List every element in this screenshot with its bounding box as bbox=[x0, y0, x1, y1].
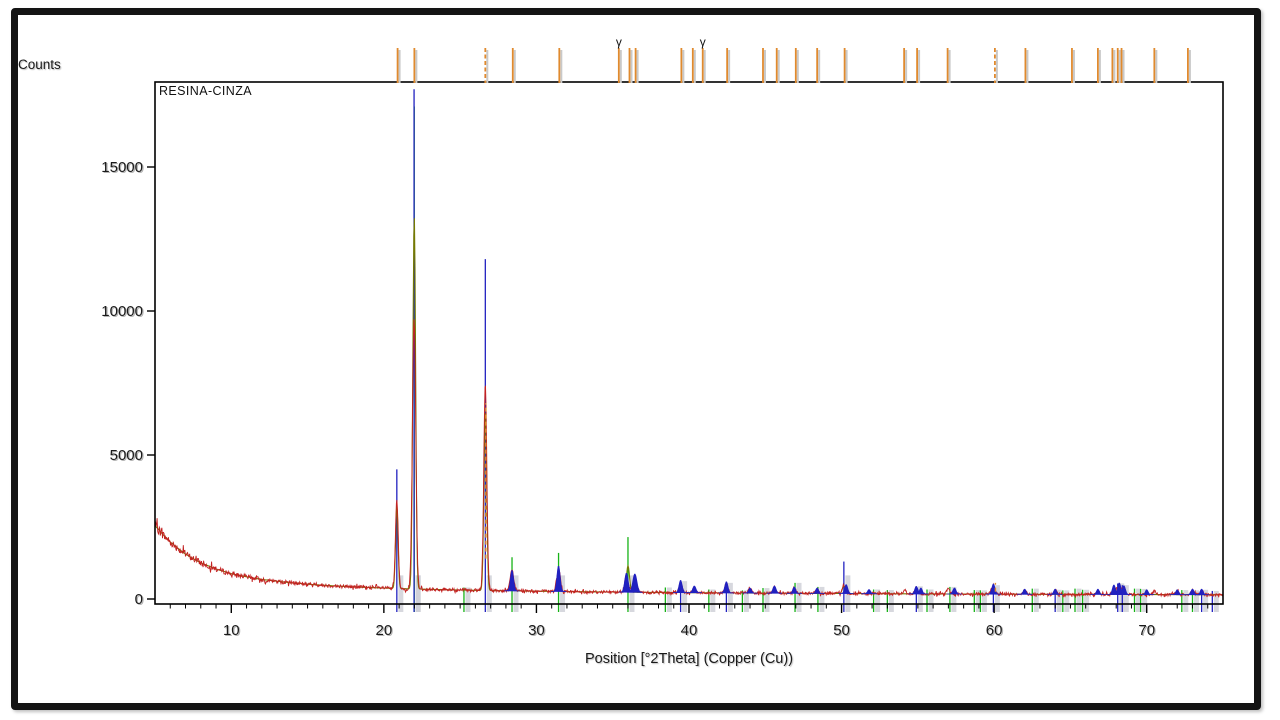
peak-marker-lines bbox=[485, 403, 997, 592]
x-axis-title: Position [°2Theta] (Copper (Cu)) bbox=[584, 651, 794, 667]
svg-text:30: 30 bbox=[529, 623, 546, 640]
svg-text:60: 60 bbox=[986, 622, 1003, 639]
svg-text:10000: 10000 bbox=[102, 304, 144, 321]
svg-text:40: 40 bbox=[681, 622, 698, 639]
svg-text:70: 70 bbox=[1140, 623, 1157, 640]
svg-text:5000: 5000 bbox=[111, 448, 144, 465]
blue-reference-pattern bbox=[396, 89, 1213, 612]
stick-shadows bbox=[398, 575, 1219, 612]
svg-text:40: 40 bbox=[682, 623, 699, 640]
svg-text:5000: 5000 bbox=[110, 447, 143, 464]
svg-text:50: 50 bbox=[833, 622, 850, 639]
svg-text:15000: 15000 bbox=[102, 160, 144, 177]
svg-text:15000: 15000 bbox=[101, 159, 143, 176]
svg-text:0: 0 bbox=[136, 592, 144, 609]
svg-text:50: 50 bbox=[834, 623, 851, 640]
svg-text:20: 20 bbox=[377, 623, 394, 640]
svg-text:70: 70 bbox=[1138, 622, 1155, 639]
scan-name-label: RESINA-CINZA bbox=[159, 84, 253, 98]
green-reference-pattern bbox=[413, 106, 1194, 612]
svg-text:20: 20 bbox=[376, 622, 393, 639]
plot-border bbox=[154, 81, 1224, 605]
svg-text:10: 10 bbox=[224, 623, 241, 640]
calculated-profile-trace bbox=[155, 218, 1223, 596]
axis-ticks bbox=[147, 166, 1209, 613]
svg-text:60: 60 bbox=[987, 623, 1004, 640]
svg-text:10000: 10000 bbox=[101, 303, 143, 320]
svg-text:30: 30 bbox=[528, 622, 545, 639]
blue-profile-peaks bbox=[504, 566, 1210, 596]
gamma-phase-marker: γ bbox=[616, 35, 622, 49]
observed-scan-trace bbox=[155, 319, 1223, 599]
y-axis-title: Counts bbox=[18, 57, 61, 72]
trace-layer bbox=[155, 218, 1223, 599]
svg-text:10: 10 bbox=[223, 622, 240, 639]
gamma-phase-marker: γ bbox=[700, 35, 706, 49]
svg-text:0: 0 bbox=[135, 591, 143, 608]
